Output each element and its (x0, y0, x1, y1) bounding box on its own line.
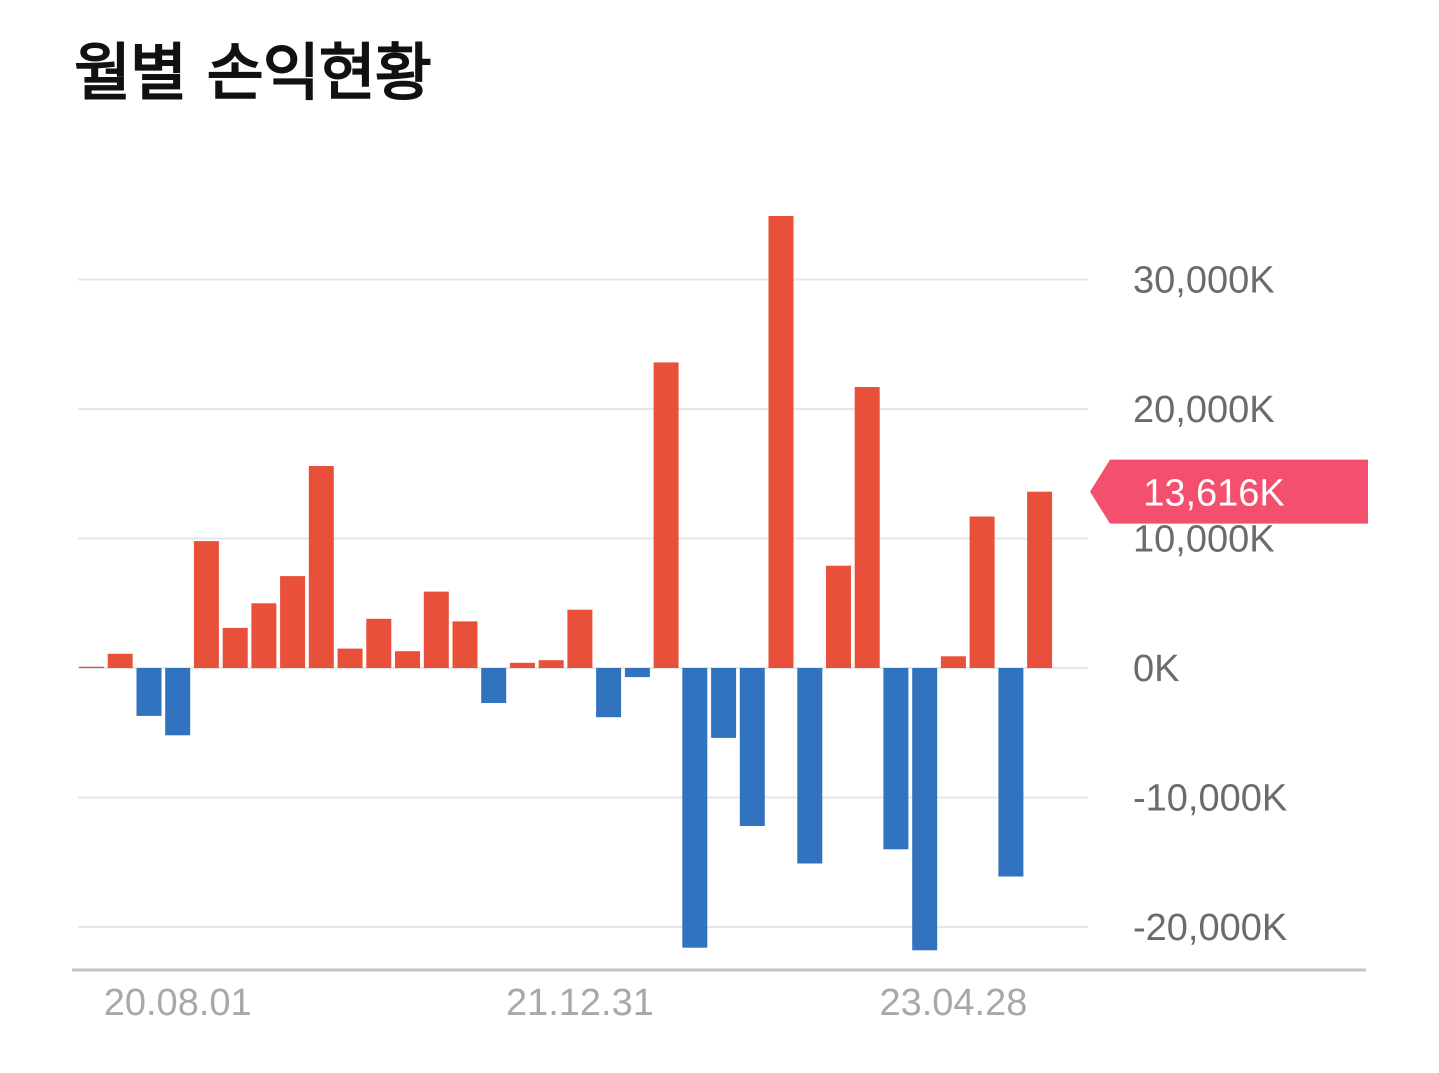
bar (538, 660, 564, 668)
bar (682, 668, 708, 948)
bar (280, 576, 306, 668)
bar (1027, 491, 1053, 668)
x-axis-labels: 20.08.01 21.12.31 23.04.28 (104, 982, 1028, 1024)
bar (107, 653, 133, 668)
bar (193, 541, 219, 668)
bar (826, 565, 851, 668)
bar (596, 668, 622, 718)
bar (165, 668, 191, 736)
bar (251, 603, 277, 669)
bar (395, 651, 420, 668)
bar (739, 668, 765, 826)
bar (337, 648, 363, 668)
chart-title: 월별 손익현황 (74, 36, 432, 109)
bar (854, 387, 880, 668)
bar (308, 466, 334, 668)
bar (797, 668, 823, 864)
bar (711, 668, 737, 738)
callout-badge (1090, 459, 1368, 524)
bar (567, 609, 593, 668)
bar (653, 362, 679, 668)
bar (222, 627, 248, 668)
bar (136, 668, 162, 716)
bar (624, 668, 650, 678)
bar (768, 216, 794, 668)
current-value-label: 13,616K (1143, 473, 1285, 515)
bar (969, 516, 995, 668)
y-tick-label: 10,000K (1133, 519, 1275, 561)
bar (509, 662, 535, 668)
bar (366, 618, 392, 668)
y-tick-label: -20,000K (1133, 907, 1287, 949)
bar (79, 666, 104, 668)
bar (452, 621, 478, 668)
bar (940, 656, 966, 668)
bar (423, 591, 449, 668)
y-tick-label: 0K (1133, 648, 1179, 690)
y-tick-label: -10,000K (1133, 778, 1287, 820)
y-axis-labels: 30,000K 20,000K 10,000K 0K -10,000K -20,000K (1133, 260, 1287, 950)
bar (481, 668, 507, 703)
y-tick-label: 20,000K (1133, 389, 1275, 431)
bar (998, 668, 1024, 877)
bars (79, 216, 1053, 951)
x-tick-label: 21.12.31 (506, 982, 654, 1024)
x-tick-label: 23.04.28 (879, 982, 1027, 1024)
bar (883, 668, 909, 850)
current-value-callout: 13,616K (1090, 459, 1368, 524)
bar (912, 668, 938, 951)
x-tick-label: 20.08.01 (104, 982, 252, 1024)
y-tick-label: 30,000K (1133, 260, 1275, 302)
